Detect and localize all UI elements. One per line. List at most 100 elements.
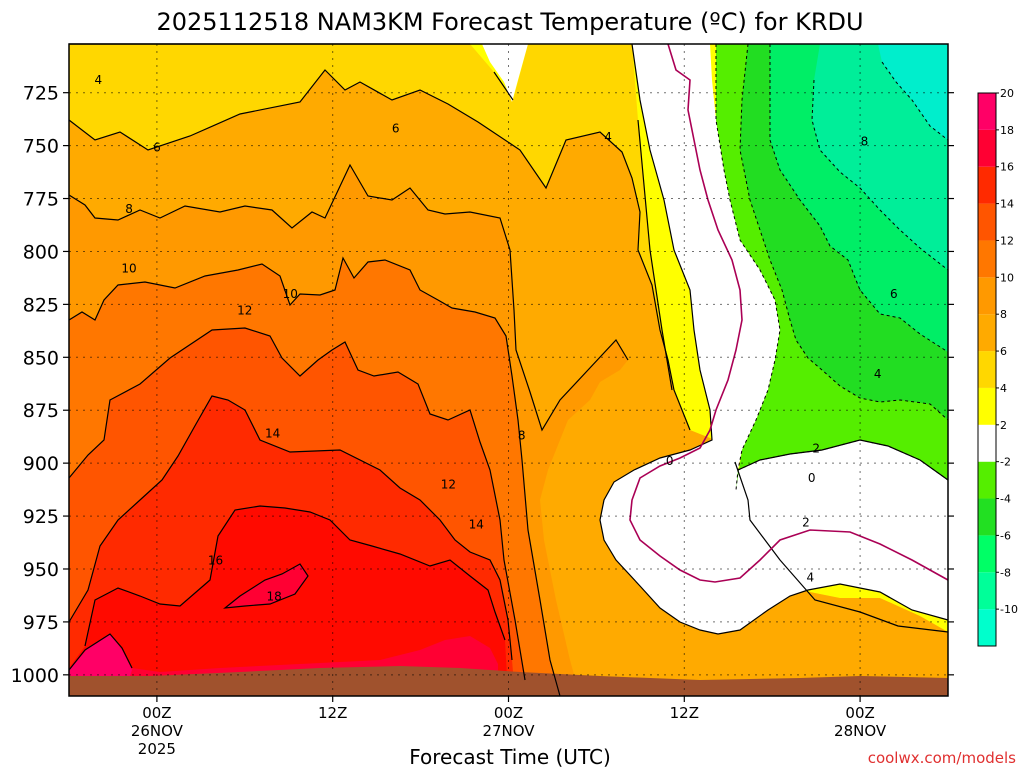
x-tick-label: 26NOV	[131, 722, 184, 740]
colorbar-label: -6	[1000, 529, 1011, 542]
colorbar-frame	[977, 92, 997, 647]
contour-label: 6	[890, 287, 898, 301]
contour-label: 8	[861, 134, 869, 148]
contour-label: 4	[604, 130, 612, 144]
colorbar-segment	[978, 277, 996, 315]
y-tick-label: 825	[23, 294, 59, 316]
fill-white-top-notch	[482, 44, 528, 102]
y-tick-label: 800	[23, 241, 59, 263]
colorbar-label: 2	[1000, 419, 1007, 432]
contour-line-8	[68, 163, 629, 432]
colorbar-label: 16	[1000, 161, 1014, 174]
contour-label: 0	[808, 471, 816, 485]
contour-label: 8	[125, 202, 133, 216]
contour-line-12	[68, 327, 526, 681]
contour-label: 12	[441, 477, 456, 491]
y-tick-label: 850	[23, 347, 59, 369]
y-tick-label: 750	[23, 136, 59, 158]
contour-label: 16	[208, 554, 223, 568]
contour-line-14	[68, 395, 513, 661]
contour-line-2-upper	[599, 43, 949, 635]
contour-label: 14	[265, 427, 280, 441]
contour-label: 6	[392, 122, 400, 136]
x-tick-label: 12Z	[318, 704, 347, 722]
fill-band-neg10-neg12	[878, 44, 948, 140]
contour-line-neg10	[881, 61, 949, 141]
x-tick-label: 2025	[138, 740, 176, 758]
y-tick-label: 975	[23, 612, 59, 634]
contour-label: 8	[518, 429, 526, 443]
contour-label: 4	[874, 367, 882, 381]
colorbar-label: 20	[1000, 87, 1014, 100]
colorbar-segment	[978, 461, 996, 499]
y-tick-label: 725	[23, 83, 59, 105]
colorbar-segment	[978, 609, 996, 646]
contour-line-neg4	[739, 43, 949, 421]
x-tick-label: 00Z	[142, 704, 171, 722]
colorbar-segment	[978, 572, 996, 610]
x-tick-label: 12Z	[670, 704, 699, 722]
contour-line-neg2	[715, 44, 781, 491]
colorbar-segment	[978, 203, 996, 241]
contour-label: 12	[237, 304, 252, 318]
y-tick-label: 925	[23, 506, 59, 528]
contour-line-2-lower	[737, 439, 949, 481]
contour-label: 0	[666, 454, 674, 468]
zero-degree-lines	[629, 43, 949, 583]
contour-label: 4	[806, 570, 814, 584]
colorbar-segment	[978, 240, 996, 278]
contour-line-10	[68, 256, 561, 697]
contour-label: 10	[121, 261, 136, 275]
contour-label: 2	[802, 515, 810, 529]
colorbar-label: -8	[1000, 566, 1011, 579]
contour-label: 2	[812, 441, 820, 455]
chart-title: 2025112518 NAM3KM Forecast Temperature (…	[156, 8, 863, 36]
colorbar-segment	[978, 424, 996, 462]
colorbar-segment	[978, 129, 996, 167]
watermark-link[interactable]: coolwx.com/models	[868, 749, 1016, 767]
colorbar-label: 12	[1000, 234, 1014, 247]
fill-white-cold-region	[600, 44, 948, 634]
contour-line-neg8	[811, 79, 949, 271]
y-tick-label: 900	[23, 453, 59, 475]
contour-label: 4	[94, 73, 102, 87]
colorbar-label: -10	[1000, 603, 1018, 616]
y-tick-label: 775	[23, 189, 59, 211]
colorbar-label: -4	[1000, 493, 1011, 506]
negative-contour-lines	[715, 43, 949, 491]
contour-line-4-right	[734, 461, 949, 633]
y-tick-label: 950	[23, 559, 59, 581]
x-tick-label: 28NOV	[834, 722, 887, 740]
colorbar-segment	[978, 351, 996, 388]
x-tick-label: 00Z	[845, 704, 874, 722]
contour-line-6	[68, 69, 691, 431]
colorbar-label: 14	[1000, 198, 1014, 211]
contour-line-18-surface	[68, 633, 133, 671]
colorbar-label: 10	[1000, 271, 1014, 284]
plot-area: 4 6 6 4 8 10 10 12 14 12 8 14 16 18 0 8 6 4 2 0 2 4	[68, 43, 949, 697]
colorbar-label: 8	[1000, 308, 1007, 321]
x-tick-label: 27NOV	[482, 722, 535, 740]
contour-line-neg6	[769, 44, 949, 353]
colorbar-segment	[978, 535, 996, 573]
contour-label: 14	[469, 518, 484, 532]
colorbar-label: 6	[1000, 345, 1007, 358]
y-tick-label: 875	[23, 400, 59, 422]
contour-labels: 4 6 6 4 8 10 10 12 14 12 8 14 16 18 0 8 6 4 2 0 2 4	[94, 73, 898, 604]
contour-line-18	[223, 563, 309, 609]
colorbar-label: -2	[1000, 456, 1011, 469]
colorbar-segment	[978, 314, 996, 352]
y-tick-label: 1000	[11, 665, 59, 687]
colorbar-label: 4	[1000, 382, 1007, 395]
contour-label: 18	[266, 590, 281, 604]
colorbar-label: 18	[1000, 124, 1014, 137]
colorbar-segment	[978, 387, 996, 425]
x-tick-label: 00Z	[494, 704, 523, 722]
contour-line-0	[629, 43, 949, 583]
colorbar-segment	[978, 166, 996, 204]
colorbar-segment	[978, 498, 996, 536]
